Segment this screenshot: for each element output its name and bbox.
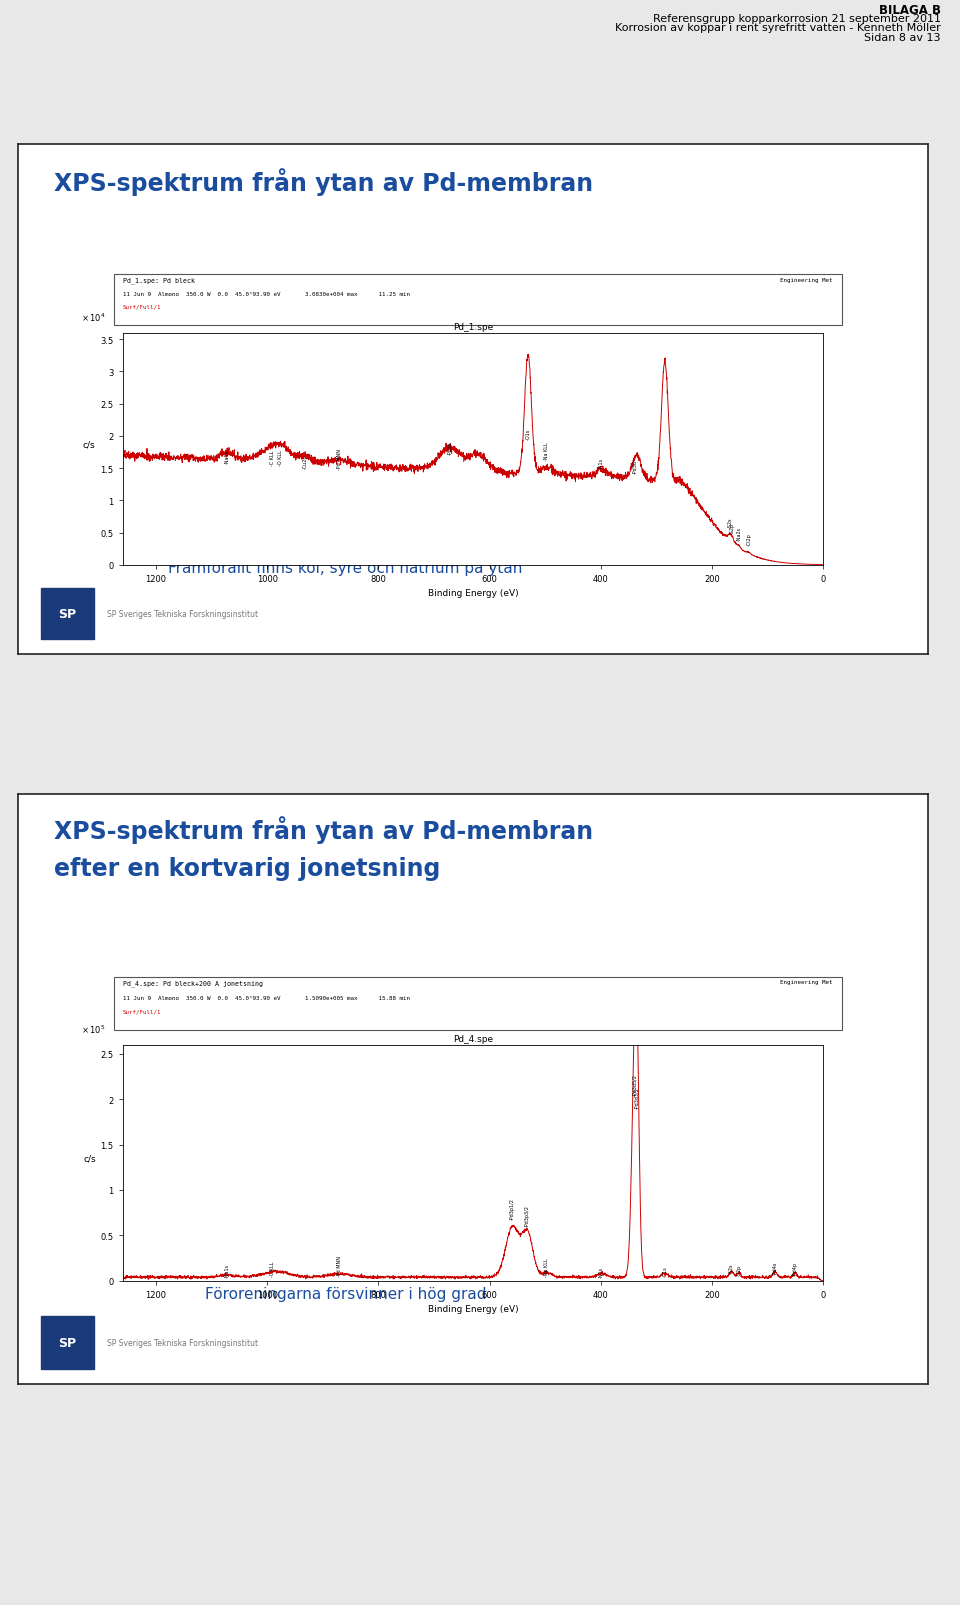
Text: -Na1s: -Na1s bbox=[225, 449, 229, 464]
Text: Engineering Met: Engineering Met bbox=[780, 278, 832, 282]
Text: -Pd4s: -Pd4s bbox=[773, 1262, 778, 1274]
Text: 11 Jun 9  Almono  350.0 W  0.0  45.0°93.90 eV       1.5090e+005 max      15.88 m: 11 Jun 9 Almono 350.0 W 0.0 45.0°93.90 e… bbox=[123, 995, 410, 1000]
Title: Pd_4.spe: Pd_4.spe bbox=[453, 1034, 493, 1043]
Text: 11 Jun 9  Almono  350.0 W  0.0  45.0°93.90 eV       3.0830e+004 max      11.25 m: 11 Jun 9 Almono 350.0 W 0.0 45.0°93.90 e… bbox=[123, 292, 410, 297]
Text: -Na KLL: -Na KLL bbox=[544, 443, 549, 461]
Text: Korrosion av koppar i rent syrefritt vatten - Kenneth Möller: Korrosion av koppar i rent syrefritt vat… bbox=[615, 22, 941, 34]
Text: -Cu2p: -Cu2p bbox=[302, 454, 307, 469]
Text: Framförallt finns kol, syre och natrium på ytan: Framförallt finns kol, syre och natrium … bbox=[168, 559, 523, 576]
Text: -Na2s: -Na2s bbox=[736, 526, 741, 541]
Text: Pd_4.spe: Pd bleck+200 A jonetsning: Pd_4.spe: Pd bleck+200 A jonetsning bbox=[123, 979, 263, 987]
Text: BILAGA B: BILAGA B bbox=[878, 3, 941, 18]
Text: -Pd3p3/2: -Pd3p3/2 bbox=[525, 1205, 530, 1226]
Text: -S2p: -S2p bbox=[736, 1265, 741, 1274]
Text: -Pd3d3/2: -Pd3d3/2 bbox=[635, 1087, 639, 1109]
Text: SP Sveriges Tekniska Forskningsinstitut: SP Sveriges Tekniska Forskningsinstitut bbox=[108, 1339, 258, 1347]
Bar bbox=[113, 274, 842, 326]
Text: Sidan 8 av 13: Sidan 8 av 13 bbox=[864, 32, 941, 43]
Text: Surf/Full/1: Surf/Full/1 bbox=[123, 305, 161, 310]
Title: Pd_1.spe: Pd_1.spe bbox=[453, 323, 493, 331]
Text: -Pd3d: -Pd3d bbox=[633, 461, 637, 473]
Text: -N1s: -N1s bbox=[599, 457, 604, 469]
Text: -C1s: -C1s bbox=[662, 1266, 667, 1276]
Y-axis label: c/s: c/s bbox=[84, 1154, 96, 1164]
Text: Pd_1.spe: Pd bleck: Pd_1.spe: Pd bleck bbox=[123, 278, 195, 284]
Text: -C KLL: -C KLL bbox=[271, 1260, 276, 1276]
Text: -N1s: -N1s bbox=[599, 1266, 604, 1278]
Text: $\times\,10^5$: $\times\,10^5$ bbox=[81, 1022, 105, 1035]
Text: -Pd MNN: -Pd MNN bbox=[337, 449, 342, 470]
X-axis label: Binding Energy (eV): Binding Energy (eV) bbox=[428, 589, 518, 599]
Text: Surf/Full/1: Surf/Full/1 bbox=[123, 1008, 161, 1013]
Text: XPS-spektrum från ytan av Pd-membran: XPS-spektrum från ytan av Pd-membran bbox=[55, 169, 593, 196]
Text: -Na KLL: -Na KLL bbox=[544, 1257, 549, 1276]
Text: Föroreningarna försvinner i hög grad: Föroreningarna försvinner i hög grad bbox=[204, 1287, 487, 1302]
Text: -Cl2p: -Cl2p bbox=[746, 533, 752, 546]
Text: efter en kortvarig jonetsning: efter en kortvarig jonetsning bbox=[55, 857, 441, 881]
Text: $\times\,10^4$: $\times\,10^4$ bbox=[81, 311, 106, 324]
Text: Referensgrupp kopparkorrosion 21 september 2011: Referensgrupp kopparkorrosion 21 septemb… bbox=[653, 13, 941, 24]
X-axis label: Binding Energy (eV): Binding Energy (eV) bbox=[428, 1305, 518, 1313]
Text: -Pd3s: -Pd3s bbox=[448, 441, 453, 454]
Text: -Pd3d5/2: -Pd3d5/2 bbox=[632, 1074, 636, 1095]
Text: -S2s: -S2s bbox=[728, 517, 732, 528]
Text: SP: SP bbox=[58, 607, 76, 620]
Text: -O1s: -O1s bbox=[525, 429, 531, 440]
Text: SP Sveriges Tekniska Forskningsinstitut: SP Sveriges Tekniska Forskningsinstitut bbox=[108, 610, 258, 618]
Text: -Pd MNN: -Pd MNN bbox=[337, 1255, 342, 1276]
Text: -O KLL: -O KLL bbox=[278, 449, 283, 465]
Text: -Pd4p: -Pd4p bbox=[793, 1262, 798, 1274]
Text: -Pd3p1/2: -Pd3p1/2 bbox=[510, 1197, 515, 1220]
Text: SP: SP bbox=[58, 1337, 76, 1350]
Text: Engineering Met: Engineering Met bbox=[780, 979, 832, 984]
Text: XPS-spektrum från ytan av Pd-membran: XPS-spektrum från ytan av Pd-membran bbox=[55, 815, 593, 843]
Y-axis label: c/s: c/s bbox=[83, 440, 96, 449]
Text: -C KLL: -C KLL bbox=[271, 449, 276, 465]
Bar bbox=[113, 977, 842, 1030]
Bar bbox=[40, 1316, 93, 1369]
Text: -S2p: -S2p bbox=[731, 522, 735, 533]
Bar bbox=[40, 589, 93, 639]
Text: -Na1s: -Na1s bbox=[225, 1263, 229, 1278]
Text: -S2s: -S2s bbox=[729, 1263, 734, 1274]
